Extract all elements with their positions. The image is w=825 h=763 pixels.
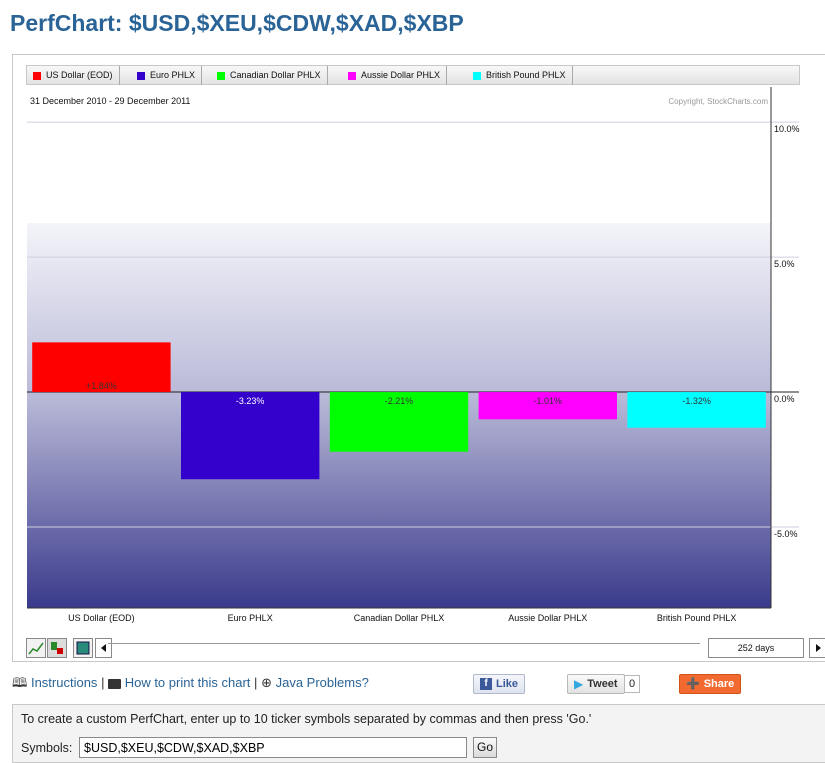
chart-toolbar: 252 days: [26, 638, 825, 658]
facebook-icon: f: [480, 678, 492, 690]
legend-swatch: [473, 71, 481, 80]
bar-value-label: +1.84%: [86, 381, 117, 391]
perfchart-panel: US Dollar (EOD) Euro PHLX Canadian Dolla…: [12, 54, 825, 662]
line-chart-icon: [28, 642, 44, 655]
x-category-label: US Dollar (EOD): [68, 613, 135, 623]
scroll-right-button[interactable]: [809, 638, 825, 658]
y-tick-label: 0.0%: [774, 394, 795, 404]
share-button[interactable]: ➕ Share: [679, 674, 742, 694]
scroll-right-icon: [816, 644, 821, 652]
legend-label: Euro PHLX: [150, 70, 196, 80]
histogram-button[interactable]: [73, 638, 93, 658]
book-icon: 🕮: [12, 675, 28, 690]
form-instructions: To create a custom PerfChart, enter up t…: [21, 712, 592, 726]
x-category-label: Euro PHLX: [228, 613, 273, 623]
bar-value-label: -3.23%: [236, 396, 265, 406]
bar-value-label: -2.21%: [385, 396, 414, 406]
copyright: Copyright, StockCharts.com: [668, 97, 768, 106]
date-range: 31 December 2010 - 29 December 2011: [30, 96, 190, 106]
legend-swatch: [137, 71, 145, 80]
custom-perfchart-form: To create a custom PerfChart, enter up t…: [12, 704, 825, 763]
chart-links: 🕮 Instructions | How to print this chart…: [12, 674, 369, 694]
legend-bar: US Dollar (EOD) Euro PHLX Canadian Dolla…: [26, 65, 800, 85]
bar-chart-button[interactable]: [47, 638, 67, 658]
tweet-button[interactable]: ▶ Tweet: [567, 674, 625, 694]
tweet-label: Tweet: [587, 678, 618, 690]
twitter-icon: ▶: [574, 677, 584, 691]
like-label: Like: [496, 678, 519, 690]
tweet-count: 0: [624, 675, 640, 693]
separator: |: [254, 675, 258, 690]
x-category-label: Aussie Dollar PHLX: [508, 613, 587, 623]
share-icon: ➕: [686, 678, 700, 690]
legend-item-usd[interactable]: US Dollar (EOD): [27, 66, 120, 85]
bar-0: [32, 342, 171, 393]
days-range-box[interactable]: 252 days: [708, 638, 804, 658]
scroll-left-icon: [101, 644, 106, 652]
y-tick-label: 10.0%: [774, 124, 800, 134]
legend-item-xeu[interactable]: Euro PHLX: [131, 66, 203, 85]
page-title: PerfChart: $USD,$XEU,$CDW,$XAD,$XBP: [10, 10, 464, 36]
days-value: 252 days: [737, 643, 775, 653]
legend-item-xbp[interactable]: British Pound PHLX: [467, 66, 573, 85]
legend-swatch: [348, 71, 356, 80]
facebook-like-button[interactable]: f Like: [473, 674, 526, 694]
legend-swatch: [33, 71, 41, 80]
date-scrollbar-track[interactable]: [108, 643, 700, 644]
printer-icon: [108, 678, 122, 689]
scroll-left-button[interactable]: [95, 638, 112, 658]
line-chart-button[interactable]: [26, 638, 46, 658]
symbols-input[interactable]: [79, 737, 467, 758]
instructions-link[interactable]: Instructions: [30, 675, 98, 690]
separator: |: [101, 675, 105, 690]
java-problems-link[interactable]: Java Problems?: [275, 675, 369, 690]
bar-2: [329, 392, 469, 452]
legend-swatch: [217, 71, 225, 80]
bar-value-label: -1.32%: [682, 396, 711, 406]
bar-4: [627, 392, 766, 428]
crosshair-icon: ⊕: [261, 675, 272, 690]
y-tick-label: 5.0%: [774, 259, 795, 269]
perf-bar-chart: 10.0% 5.0% 0.0% -5.0% +1.84% US Dollar (EOD)…: [27, 87, 800, 623]
share-label: Share: [703, 678, 735, 690]
legend-label: British Pound PHLX: [486, 70, 566, 80]
x-category-label: British Pound PHLX: [657, 613, 737, 623]
bar-value-label: -1.01%: [534, 396, 563, 406]
histogram-icon: [76, 641, 90, 655]
legend-label: Canadian Dollar PHLX: [230, 70, 321, 80]
y-tick-label: -5.0%: [774, 529, 798, 539]
bar-1: [181, 392, 320, 480]
go-button[interactable]: Go: [473, 737, 497, 758]
legend-label: Aussie Dollar PHLX: [361, 70, 441, 80]
bar-chart-icon: [51, 642, 63, 654]
x-category-label: Canadian Dollar PHLX: [354, 613, 445, 623]
symbols-label: Symbols:: [21, 741, 73, 755]
bar-3: [478, 392, 617, 420]
print-link[interactable]: How to print this chart: [124, 675, 251, 690]
legend-label: US Dollar (EOD): [46, 70, 113, 80]
legend-item-xad[interactable]: Aussie Dollar PHLX: [342, 66, 448, 85]
legend-item-cdw[interactable]: Canadian Dollar PHLX: [211, 66, 328, 85]
